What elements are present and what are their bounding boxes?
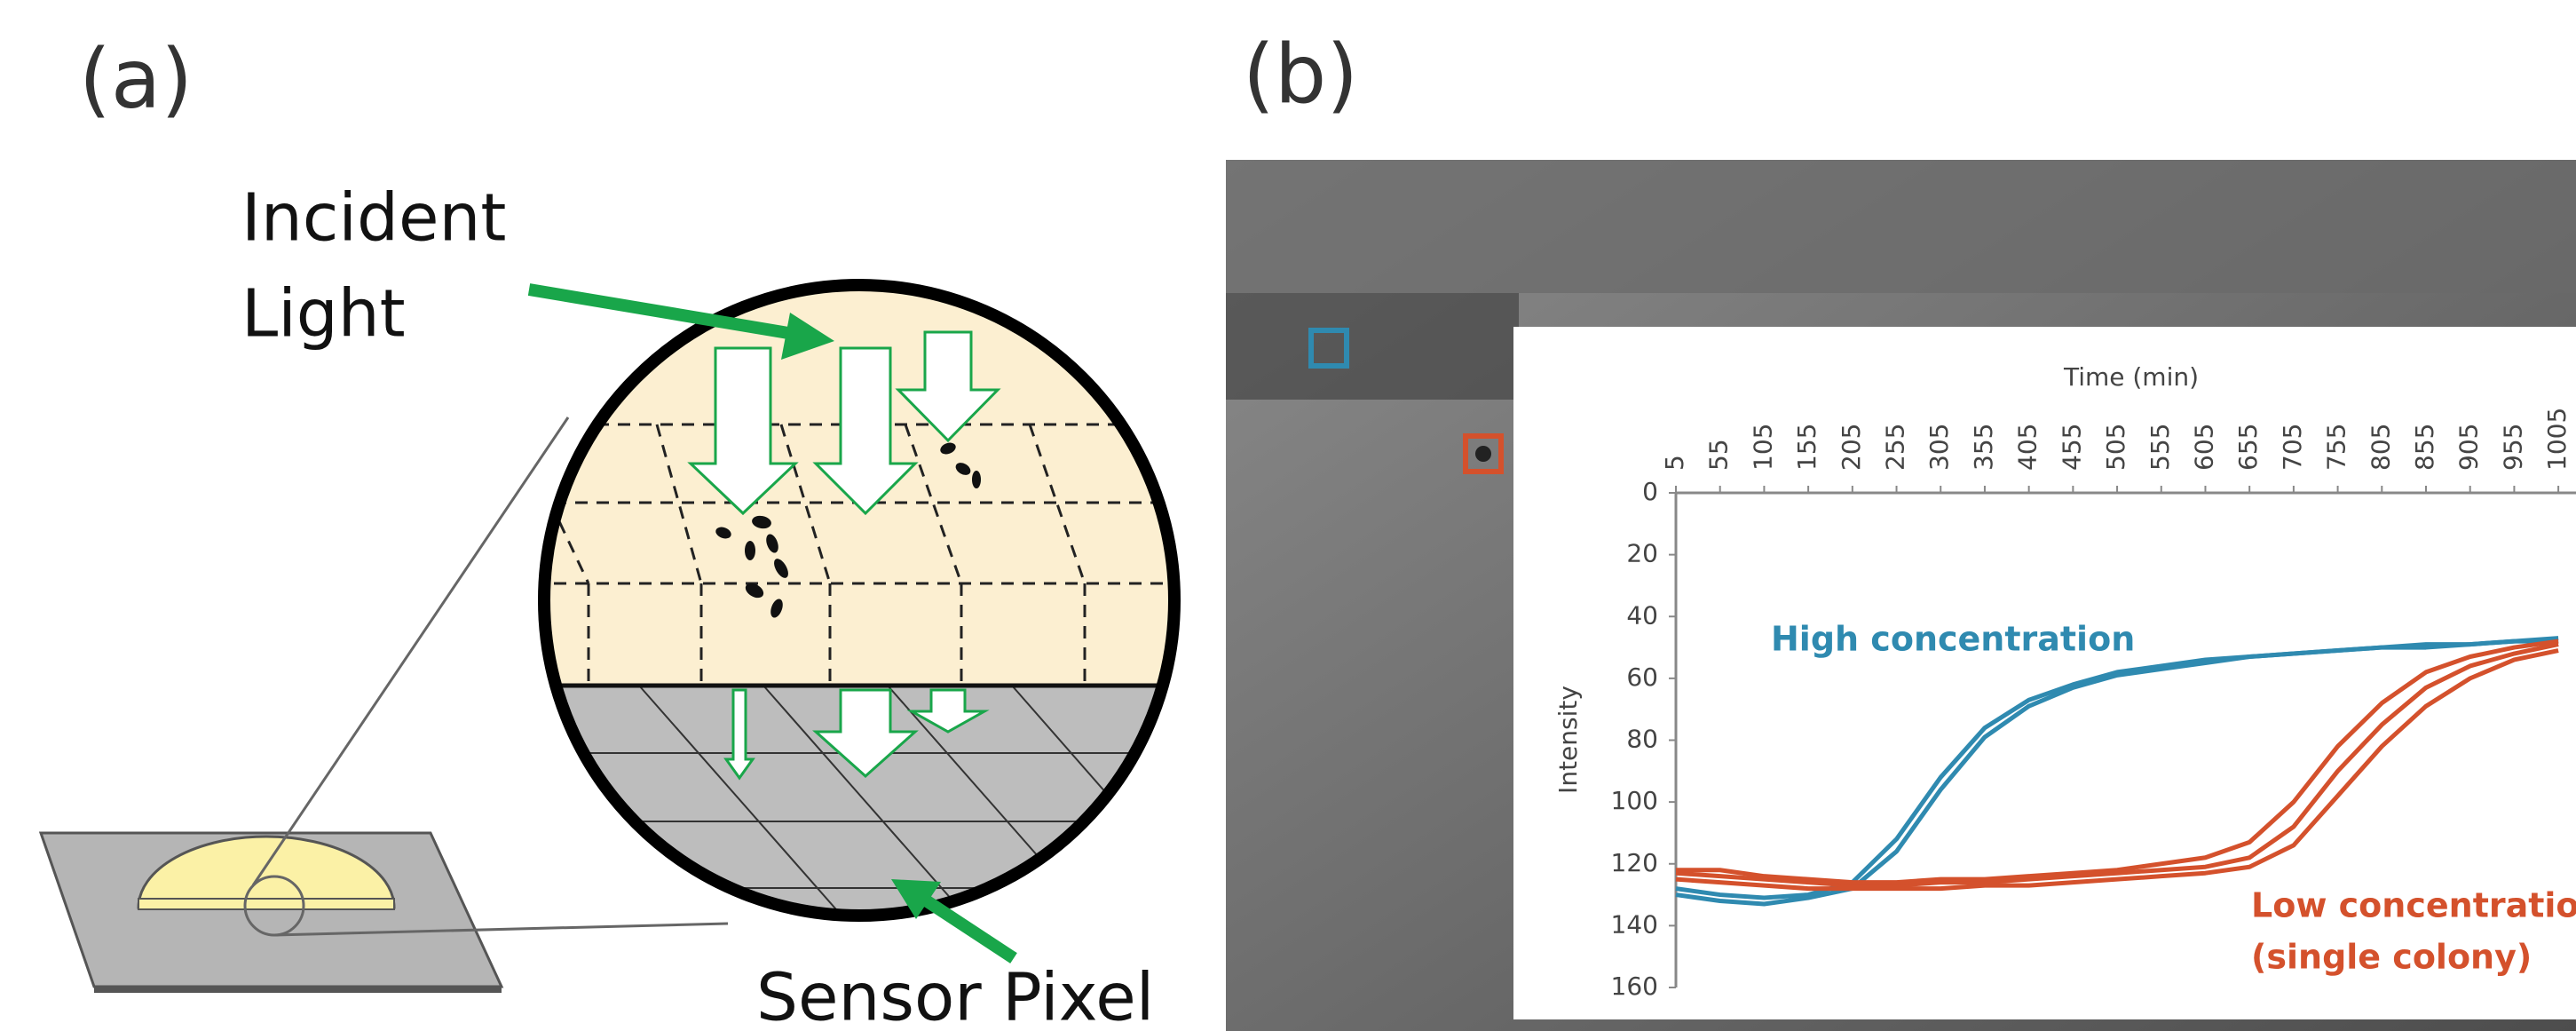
page: {"panel_a":{"label":"(a)","incident_ligh… (0, 0, 2576, 1031)
y-tick-label: 120 (1611, 848, 1658, 877)
incident-light-label: Incident (241, 180, 506, 257)
panel-label: (a) (79, 31, 193, 126)
x-tick-label: 205 (1837, 424, 1866, 471)
x-tick-label: 455 (2057, 424, 2086, 471)
x-tick-label: 105 (1748, 424, 1777, 471)
incident-light-label: Light (241, 276, 406, 353)
chip-edge (94, 987, 502, 993)
y-tick-label: 60 (1626, 662, 1658, 692)
panel-label: (b) (1243, 27, 1358, 122)
y-tick-label: 100 (1611, 786, 1658, 815)
x-tick-label: 555 (2145, 424, 2175, 471)
droplet-base (138, 899, 394, 909)
image-band (1226, 160, 2576, 293)
y-tick-label: 80 (1626, 725, 1658, 754)
x-tick-label: 605 (2189, 424, 2218, 471)
x-tick-label: 705 (2278, 424, 2307, 471)
magnified-view (533, 266, 1189, 970)
sensor-arrow (923, 899, 1014, 958)
x-tick-label: 805 (2366, 424, 2395, 471)
annotation: High concentration (1771, 620, 2135, 659)
y-axis-title: Intensity (1553, 686, 1583, 794)
y-tick-label: 160 (1611, 972, 1658, 1001)
x-tick-label: 355 (1969, 424, 1998, 471)
y-tick-label: 140 (1611, 909, 1658, 939)
image-shadow (1226, 293, 1519, 400)
colony (1475, 446, 1491, 462)
y-tick-label: 40 (1626, 600, 1658, 630)
x-tick-label: 755 (2322, 424, 2351, 471)
x-tick-label: 1005 (2542, 408, 2572, 471)
x-tick-label: 955 (2498, 424, 2527, 471)
y-tick-label: 0 (1642, 477, 1658, 506)
zoom-line (253, 417, 568, 885)
x-tick-label: 855 (2410, 424, 2439, 471)
annotation: Low concentration (2251, 886, 2576, 925)
x-tick-label: 305 (1924, 424, 1954, 471)
annotation: (single colony) (2251, 938, 2532, 977)
x-tick-label: 255 (1881, 424, 1910, 471)
x-tick-label: 505 (2101, 424, 2130, 471)
x-tick-label: 155 (1792, 424, 1821, 471)
x-tick-label: 655 (2233, 424, 2263, 471)
y-tick-label: 20 (1626, 539, 1658, 568)
x-tick-label: 55 (1704, 439, 1734, 471)
x-axis-title: Time (min) (2063, 362, 2199, 392)
sensor-pixel-label: Sensor Pixel (756, 960, 1154, 1031)
x-tick-label: 405 (2013, 424, 2043, 471)
figure: (a) (b) Incident Light Sensor Pixel 0 20 4… (0, 0, 2576, 1031)
x-tick-label: 905 (2454, 424, 2484, 471)
x-tick-label: 5 (1660, 455, 1689, 471)
